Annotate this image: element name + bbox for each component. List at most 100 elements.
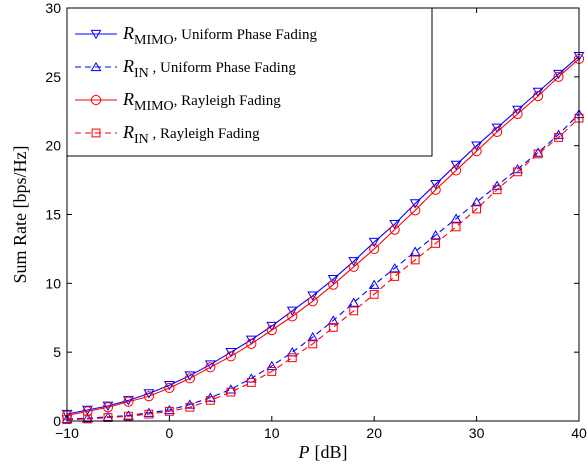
data-point-square <box>492 185 502 195</box>
legend-box <box>66 7 433 157</box>
data-point-circle <box>246 338 257 350</box>
data-point-circle <box>266 325 277 336</box>
data-point-circle <box>143 391 155 402</box>
data-point-triangle-up <box>266 360 278 371</box>
data-point-triangle-down <box>450 160 462 171</box>
x-tick-label: 10 <box>264 425 280 441</box>
legend-symbol: R <box>122 89 134 109</box>
data-point-triangle-down <box>307 291 319 301</box>
data-point-square <box>410 255 420 265</box>
legend-description: , Rayleigh Fading <box>149 126 260 142</box>
legend-item: RMIMO, Rayleigh Fading <box>75 89 281 114</box>
data-point-square <box>287 353 297 363</box>
legend-label: RMIMO, Uniform Phase Fading <box>122 23 317 48</box>
x-tick-label: 20 <box>366 425 382 441</box>
data-point-square <box>226 387 236 397</box>
data-point-square <box>349 306 359 316</box>
data-point-triangle-up <box>450 213 462 223</box>
data-point-triangle-up <box>163 404 175 415</box>
data-point-circle <box>225 351 236 362</box>
data-point-circle <box>471 146 482 157</box>
x-tick-label: 30 <box>469 425 485 441</box>
data-point-triangle-down <box>471 141 483 151</box>
data-point-circle <box>491 126 503 137</box>
data-point-square <box>185 402 195 412</box>
legend-item: RIN , Rayleigh Fading <box>75 122 260 147</box>
data-point-circle <box>307 296 318 307</box>
y-axis-label: Sum Rate [bps/Hz] <box>10 146 30 284</box>
data-point-triangle-down <box>143 389 155 399</box>
legend-description: , Uniform Phase Fading <box>174 27 318 43</box>
data-point-triangle-up <box>348 297 360 307</box>
data-point-triangle-up <box>61 413 73 424</box>
legend-item: RIN , Uniform Phase Fading <box>75 56 296 81</box>
data-point-circle <box>102 402 114 413</box>
x-axis-var: P <box>298 442 310 462</box>
x-axis-unit: [dB] <box>315 442 348 462</box>
legend-subscript: MIMO <box>134 33 174 48</box>
data-point-square <box>124 411 133 421</box>
data-point-square <box>472 204 482 214</box>
data-point-circle <box>369 243 380 255</box>
data-point-triangle-up <box>82 413 93 423</box>
data-point-circle <box>389 224 400 235</box>
data-point-triangle-down <box>184 371 196 381</box>
data-point-triangle-up <box>368 279 380 289</box>
data-point-triangle-down <box>90 29 102 40</box>
legend-subscript: IN <box>134 132 149 147</box>
data-point-triangle-up <box>184 399 196 409</box>
data-point-square <box>267 367 277 376</box>
data-point-square <box>91 128 101 138</box>
legend-label: RIN , Rayleigh Fading <box>122 122 260 147</box>
data-point-square <box>164 406 174 416</box>
data-point-triangle-up <box>225 384 237 394</box>
legend-symbol: R <box>122 23 134 43</box>
data-point-triangle-up <box>90 61 102 72</box>
data-point-circle <box>90 94 102 106</box>
y-tick-label: 30 <box>45 0 61 16</box>
data-point-circle <box>287 311 298 322</box>
data-point-triangle-up <box>286 347 298 357</box>
data-point-triangle-down <box>163 381 175 391</box>
y-tick-label: 5 <box>53 344 61 360</box>
data-point-circle <box>82 406 93 417</box>
x-axis-label: P [dB] <box>298 442 348 462</box>
legend-description: , Uniform Phase Fading <box>149 60 297 76</box>
data-point-triangle-down <box>204 360 216 370</box>
data-point-square <box>369 289 379 299</box>
data-point-circle <box>430 184 441 195</box>
data-point-square <box>144 409 154 419</box>
series-3 <box>61 53 585 421</box>
data-point-square <box>451 222 461 232</box>
legend-subscript: MIMO <box>134 99 174 114</box>
data-point-square <box>431 239 441 248</box>
data-point-triangle-up <box>327 315 339 325</box>
data-point-circle <box>205 362 216 373</box>
data-point-triangle-down <box>409 199 421 209</box>
data-point-triangle-down <box>368 237 380 248</box>
legend-symbol: R <box>122 122 134 142</box>
data-point-triangle-down <box>430 180 442 190</box>
y-tick-label: 0 <box>53 413 61 429</box>
legend-label: RIN , Uniform Phase Fading <box>122 56 296 81</box>
data-point-triangle-down <box>286 306 298 316</box>
data-point-triangle-up <box>471 196 483 207</box>
legend-subscript: IN <box>134 66 149 81</box>
data-point-circle <box>451 165 462 176</box>
data-point-square <box>308 339 318 349</box>
plot-series-layer <box>61 52 585 425</box>
y-tick-label: 25 <box>45 69 61 85</box>
legend-symbol: R <box>122 56 134 76</box>
y-tick-label: 20 <box>45 138 61 154</box>
data-point-square <box>554 132 563 142</box>
data-point-square <box>390 272 400 281</box>
data-point-triangle-up <box>430 230 442 240</box>
data-point-square <box>328 322 338 332</box>
data-point-triangle-down <box>389 219 401 230</box>
data-point-triangle-up <box>553 129 564 139</box>
series-4 <box>62 113 584 425</box>
data-point-square <box>513 167 522 177</box>
